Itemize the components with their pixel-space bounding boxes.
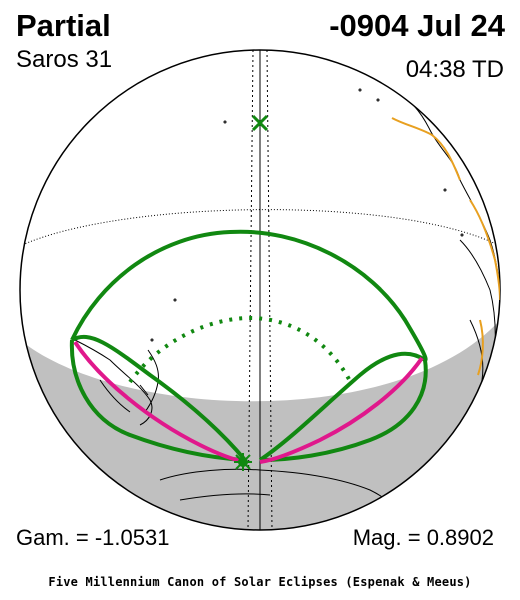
eclipse-type-title: Partial	[16, 8, 111, 43]
eclipse-date-title: -0904 Jul 24	[329, 8, 505, 43]
coastline-highlight	[391, 117, 500, 376]
time-label: 04:38 TD	[405, 56, 504, 83]
credit-line: Five Millennium Canon of Solar Eclipses …	[48, 575, 472, 589]
magnitude-value: Mag. = 0.8902	[352, 525, 494, 550]
eclipse-limits	[69, 229, 428, 462]
x-cross-icon	[251, 114, 269, 132]
eclipse-mid-curve	[128, 315, 354, 386]
saros-label: Saros 31	[16, 46, 113, 73]
max-eclipse-lines	[73, 340, 424, 464]
star-burst-icon	[234, 453, 252, 471]
gamma-value: Gam. = -1.0531	[16, 525, 170, 550]
meridian-dotted-left	[247, 50, 254, 530]
